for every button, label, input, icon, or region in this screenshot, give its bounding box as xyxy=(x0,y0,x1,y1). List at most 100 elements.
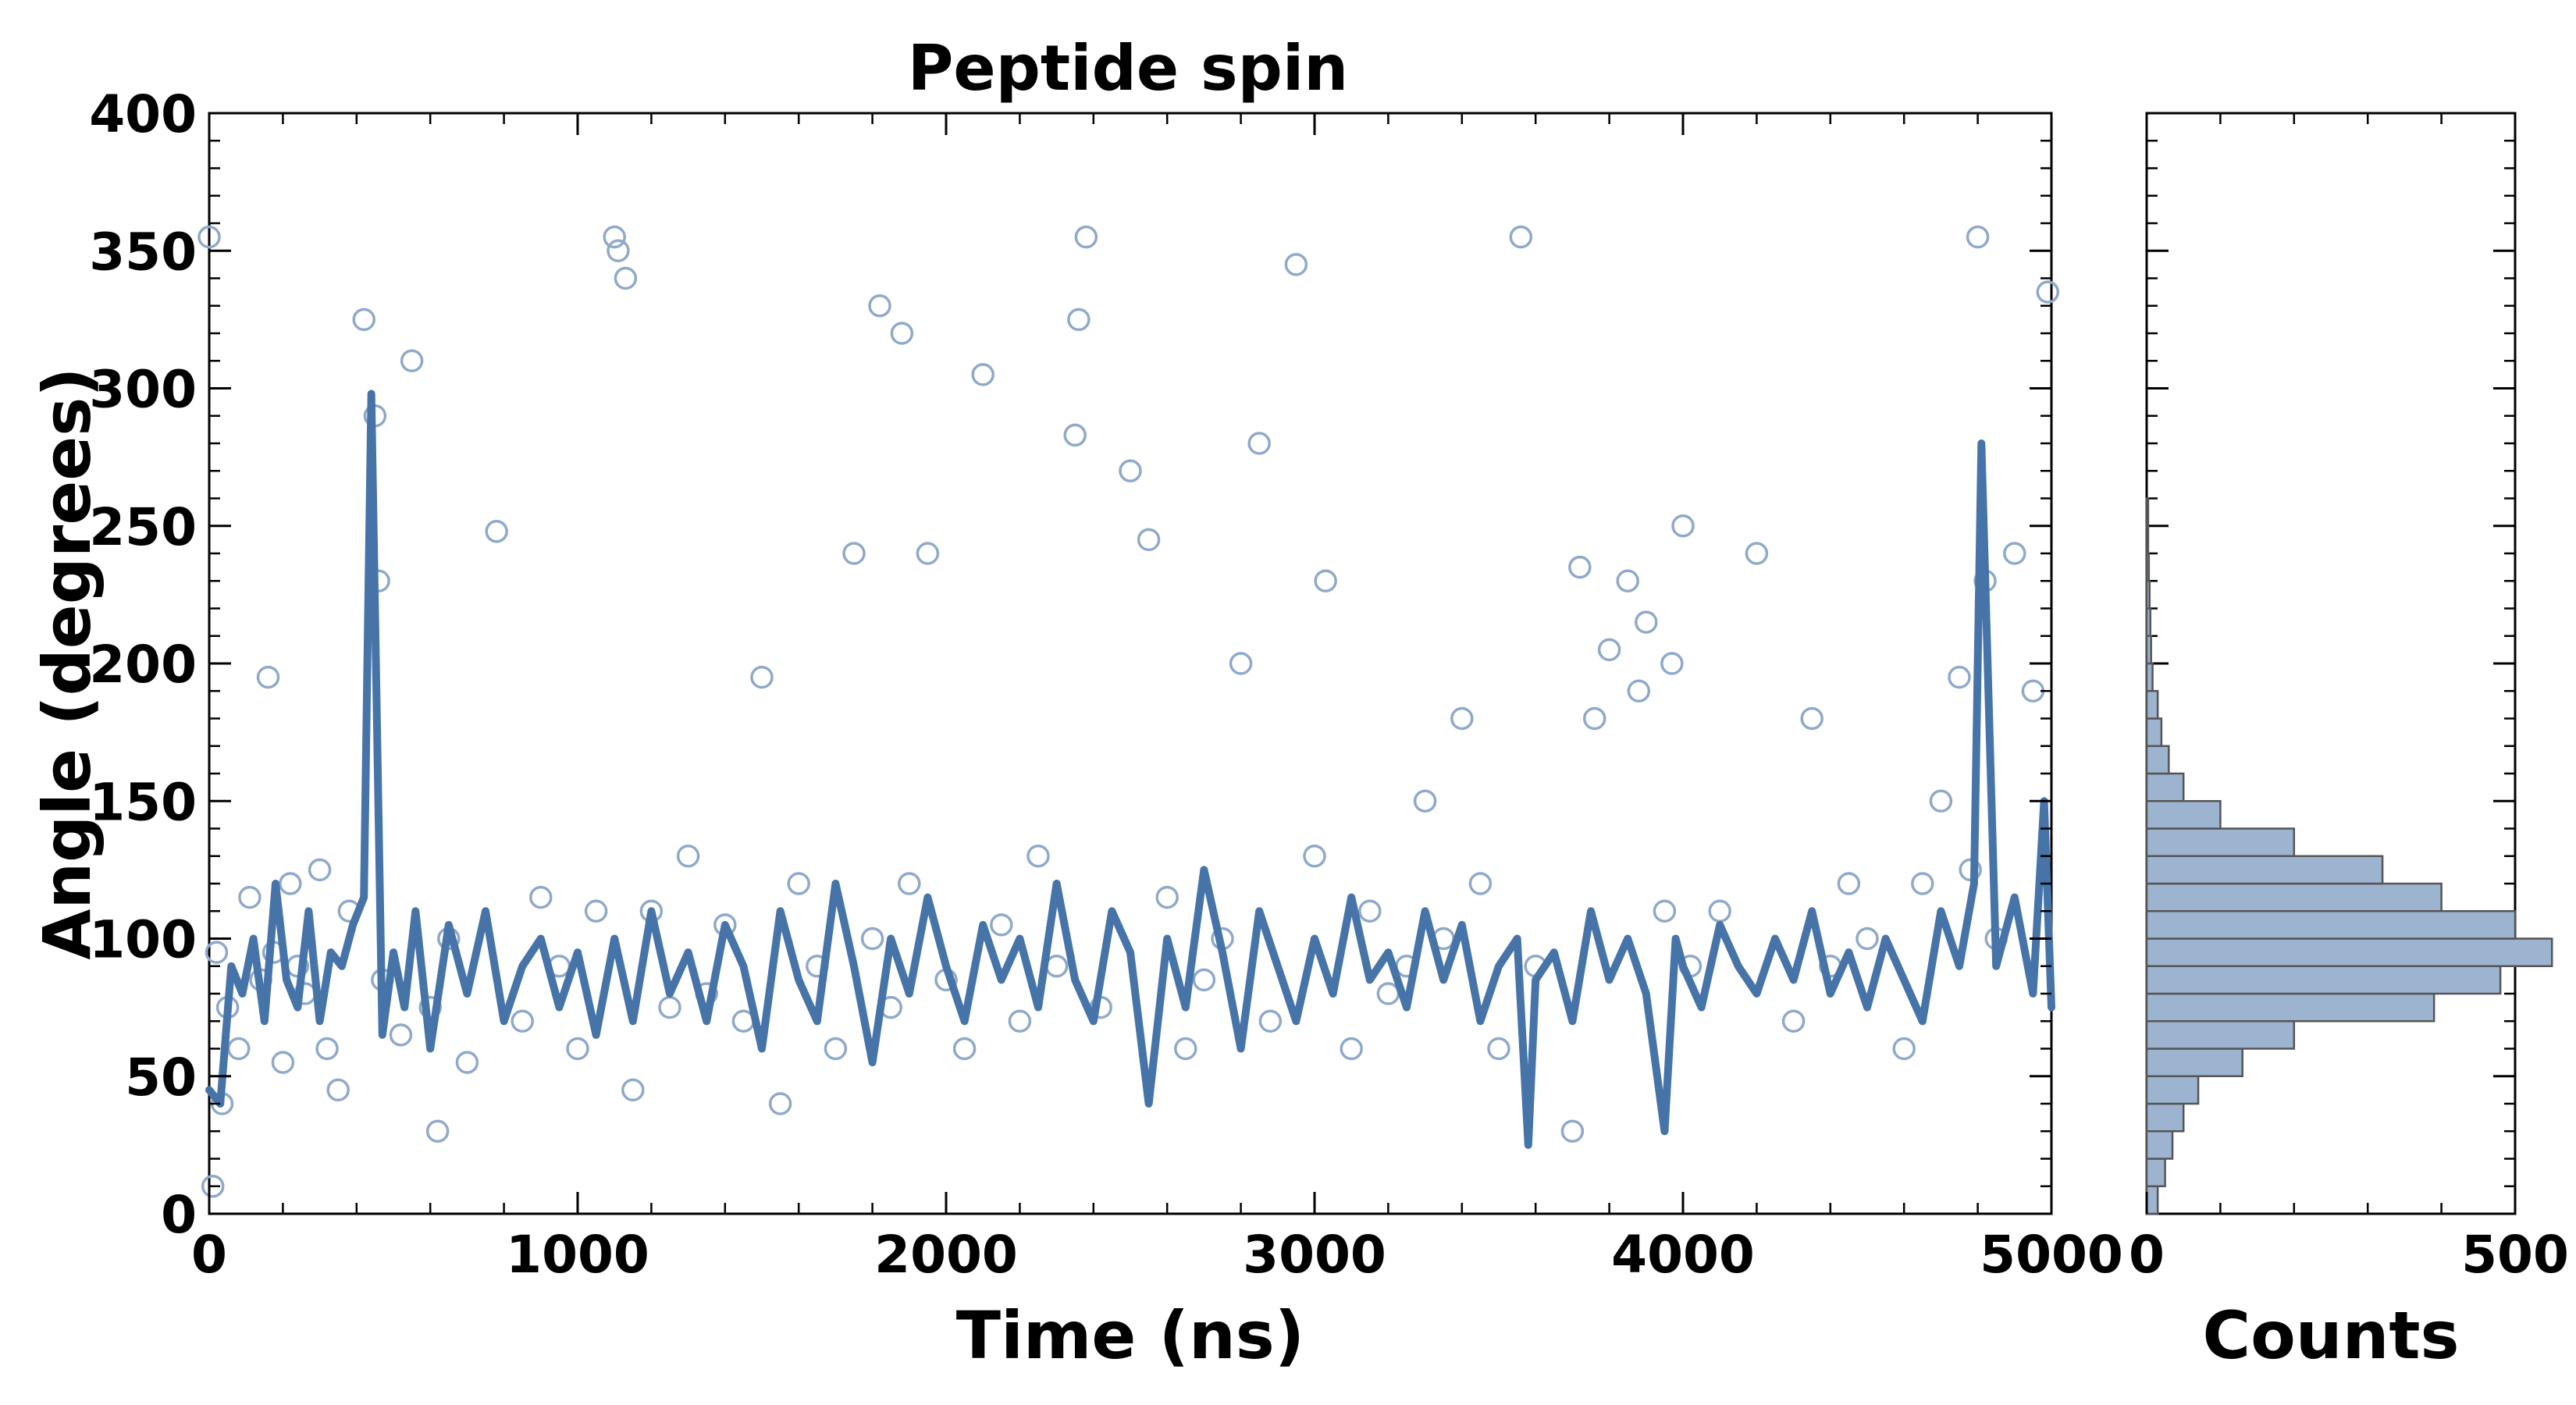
scatter-point xyxy=(308,858,332,882)
scatter-point xyxy=(1487,1037,1510,1061)
histogram-bar xyxy=(2145,772,2185,802)
histogram-bar xyxy=(2145,937,2553,967)
scatter-point xyxy=(1468,872,1493,895)
scatter-point xyxy=(1800,706,1823,731)
scatter-point xyxy=(1229,652,1253,675)
scatter-point xyxy=(1258,1009,1283,1033)
scatter-point xyxy=(1155,885,1179,909)
scatter-point xyxy=(584,899,608,923)
scatter-point xyxy=(1837,872,1861,895)
histogram-bar xyxy=(2145,1048,2243,1077)
scatter-point xyxy=(607,239,630,262)
y-tick-label: 300 xyxy=(89,360,197,420)
histogram-bar xyxy=(2145,910,2517,940)
scatter-point xyxy=(860,927,884,951)
histogram-bar xyxy=(2145,1102,2185,1133)
scatter-point xyxy=(1616,569,1639,592)
scatter-point xyxy=(990,913,1013,937)
scatter-point xyxy=(256,665,280,689)
histogram-bar xyxy=(2145,1158,2166,1187)
histogram-bar xyxy=(2145,635,2152,665)
scatter-point xyxy=(1376,982,1400,1005)
scatter-point xyxy=(1635,610,1658,634)
scatter-point xyxy=(1119,459,1142,482)
scatter-point xyxy=(400,349,424,372)
scatter-point xyxy=(271,1051,295,1074)
scatter-point xyxy=(614,266,638,290)
histogram-bar xyxy=(2145,965,2502,995)
x-tick-label: 2000 xyxy=(874,1225,1018,1285)
scatter-point xyxy=(1174,1037,1197,1061)
histogram-bar xyxy=(2145,745,2170,775)
histogram-x-ticks: 0 500 xyxy=(2129,113,2569,1285)
scatter-point xyxy=(1911,872,1934,895)
scatter-point xyxy=(279,872,302,895)
scatter-point xyxy=(566,1037,589,1061)
scatter-point xyxy=(1745,542,1769,565)
scatter-point xyxy=(787,872,810,895)
scatter-point xyxy=(1044,955,1069,978)
scatter-point xyxy=(2021,679,2045,702)
x-tick-label: 3000 xyxy=(1243,1225,1386,1285)
scatter-point xyxy=(1560,1119,1585,1143)
hist-x-tick-label: 0 xyxy=(2129,1225,2165,1285)
histogram-bar xyxy=(2145,1020,2296,1050)
y-axis-label: Angle (degrees) xyxy=(29,367,105,959)
scatter-point xyxy=(205,941,229,964)
main-plot-frame xyxy=(208,112,2053,1215)
scatter-point xyxy=(1671,514,1695,538)
histogram-bar xyxy=(2145,525,2150,555)
scatter-point xyxy=(1303,845,1326,868)
histogram-bar xyxy=(2145,717,2163,747)
scatter-point xyxy=(971,363,994,386)
scatter-point xyxy=(916,542,940,565)
scatter-point xyxy=(842,542,866,565)
scatter-point xyxy=(1568,555,1592,579)
scatter-point xyxy=(1026,845,1050,868)
scatter-point xyxy=(1582,706,1606,731)
smoothed-line xyxy=(205,389,2055,1149)
y-tick-label: 250 xyxy=(89,497,197,557)
scatter-point xyxy=(898,872,921,895)
scatter-point xyxy=(1966,225,1990,249)
histogram-bar xyxy=(2145,690,2159,720)
y-tick-label: 100 xyxy=(89,910,197,970)
scatter-point xyxy=(529,885,553,909)
scatter-point xyxy=(227,1037,251,1061)
histogram-bar xyxy=(2145,1185,2159,1215)
scatter-point xyxy=(1781,1009,1806,1033)
scatter-point xyxy=(2003,542,2026,565)
histogram-plot: 0 500 Counts xyxy=(2129,112,2569,1374)
histogram-bar xyxy=(2145,662,2154,692)
x-tick-label: 4000 xyxy=(1611,1225,1755,1285)
scatter-point xyxy=(1653,899,1677,923)
scatter-point xyxy=(768,1092,792,1115)
scatter-point xyxy=(425,1119,450,1143)
scatter-point xyxy=(952,1037,977,1061)
scatter-point xyxy=(352,308,375,332)
scatter-point xyxy=(868,294,891,318)
scatter-point xyxy=(1450,706,1474,731)
histogram-bar xyxy=(2145,580,2151,610)
x-tick-label: 1000 xyxy=(506,1225,649,1285)
scatter-point xyxy=(485,520,508,543)
scatter-point xyxy=(890,322,914,345)
scatter-point xyxy=(389,1023,413,1047)
scatter-point xyxy=(326,1078,350,1102)
scatter-point xyxy=(1892,1037,1916,1061)
y-tick-label: 200 xyxy=(89,635,197,695)
scatter-point xyxy=(1509,225,1533,249)
x-tick-label: 0 xyxy=(191,1225,227,1285)
scatter-point xyxy=(1948,665,1971,689)
scatter-point xyxy=(315,1037,339,1061)
scatter-point xyxy=(511,1009,534,1033)
scatter-point xyxy=(1358,899,1382,923)
scatter-point xyxy=(1627,679,1651,702)
scatter-point xyxy=(1192,968,1216,992)
histogram-bar xyxy=(2145,1130,2174,1160)
scatter-point xyxy=(1929,789,1953,813)
scatter-point xyxy=(1660,652,1684,675)
scatter-point xyxy=(824,1037,848,1061)
scatter-points xyxy=(197,225,2060,1198)
histogram-bar xyxy=(2145,607,2151,637)
